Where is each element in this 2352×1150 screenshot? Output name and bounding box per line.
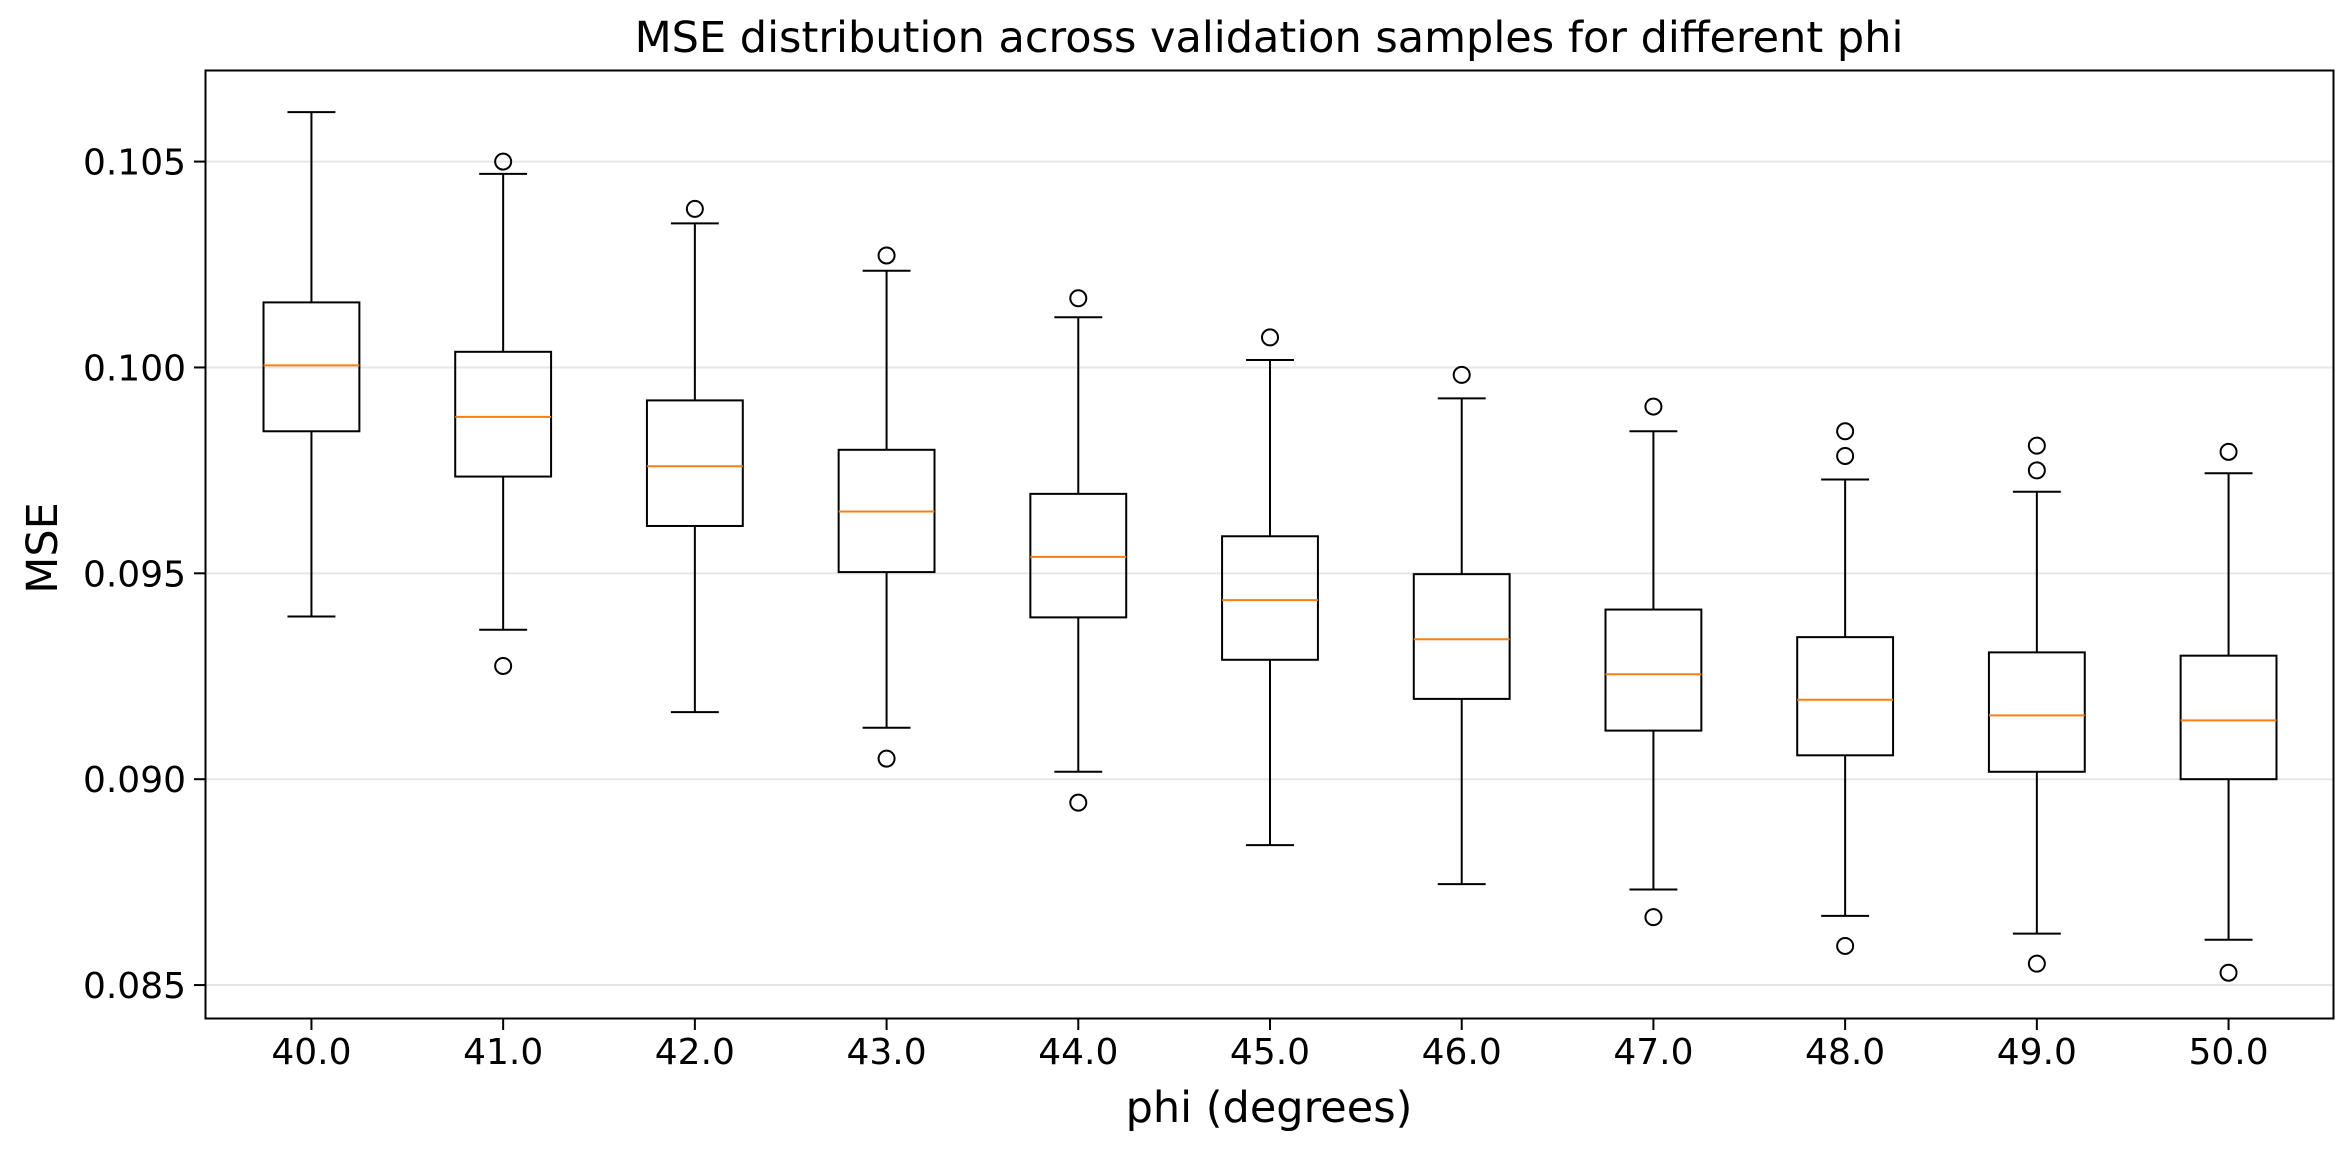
outlier-point (1836, 936, 1855, 955)
box-46.0 (1412, 365, 1511, 886)
x-tick-label: 48.0 (1805, 1032, 1885, 1073)
x-tick-label: 49.0 (1997, 1032, 2077, 1073)
iqr-box (1987, 651, 2086, 773)
x-axis-label: phi (degrees) (1126, 1083, 1413, 1133)
outlier-point (1644, 908, 1663, 927)
outlier-point (1836, 446, 1855, 465)
outlier-point (685, 199, 704, 218)
y-axis: 0.085 0.090 0.095 0.100 0.105 (83, 143, 206, 1007)
box-40.0 (262, 111, 361, 618)
outlier-point (1069, 793, 1088, 812)
outlier-point (2027, 461, 2046, 480)
y-axis-label: MSE (18, 502, 68, 594)
iqr-box (1796, 636, 1895, 757)
outlier-point (877, 749, 896, 768)
outlier-point (494, 656, 513, 675)
x-tick-label: 50.0 (2188, 1032, 2268, 1073)
outlier-point (1836, 422, 1855, 441)
x-tick-label: 45.0 (1230, 1032, 1310, 1073)
plot-frame (204, 69, 2335, 1020)
box-45.0 (1221, 328, 1319, 847)
y-gridlines (206, 160, 2334, 987)
iqr-box (1029, 492, 1128, 619)
iqr-box (1604, 608, 1703, 732)
iqr-box (454, 350, 553, 478)
x-tick-label: 44.0 (1038, 1032, 1118, 1073)
outlier-point (877, 246, 896, 265)
box-49.0 (1987, 436, 2086, 973)
x-tick-label: 43.0 (846, 1032, 926, 1073)
y-tick-label: 0.095 (83, 554, 186, 595)
outlier-point (2219, 442, 2238, 461)
outlier-point (2219, 963, 2238, 982)
box-47.0 (1604, 397, 1703, 927)
outlier-point (2027, 436, 2046, 455)
boxes (262, 111, 2278, 982)
outlier-point (1069, 289, 1088, 308)
y-tick-label: 0.085 (83, 966, 186, 1007)
iqr-box (2179, 654, 2278, 781)
outlier-point (2027, 954, 2046, 973)
x-tick-label: 46.0 (1422, 1032, 1502, 1073)
x-tick-label: 41.0 (463, 1032, 543, 1073)
box-50.0 (2179, 442, 2278, 982)
y-tick-label: 0.100 (83, 348, 186, 389)
outlier-point (494, 152, 513, 171)
iqr-box (1412, 573, 1511, 700)
box-42.0 (645, 199, 744, 714)
x-tick-label: 42.0 (655, 1032, 735, 1073)
box-44.0 (1029, 289, 1128, 812)
chart-title: MSE distribution across validation sampl… (635, 13, 1904, 63)
y-tick-label: 0.105 (83, 143, 186, 184)
box-43.0 (837, 246, 936, 768)
x-tick-label: 40.0 (271, 1032, 351, 1073)
iqr-box (1221, 535, 1319, 661)
box-48.0 (1796, 422, 1895, 955)
outlier-point (1452, 365, 1471, 384)
x-tick-label: 47.0 (1613, 1032, 1693, 1073)
x-axis: 40.0 41.0 42.0 43.0 44.0 45.0 46.0 47.0 48.0 49.0… (271, 1018, 2269, 1073)
y-tick-label: 0.090 (83, 760, 186, 801)
box-41.0 (454, 152, 553, 675)
outlier-point (1261, 328, 1279, 347)
outlier-point (1644, 397, 1663, 416)
iqr-box (262, 301, 361, 433)
iqr-box (645, 399, 744, 527)
